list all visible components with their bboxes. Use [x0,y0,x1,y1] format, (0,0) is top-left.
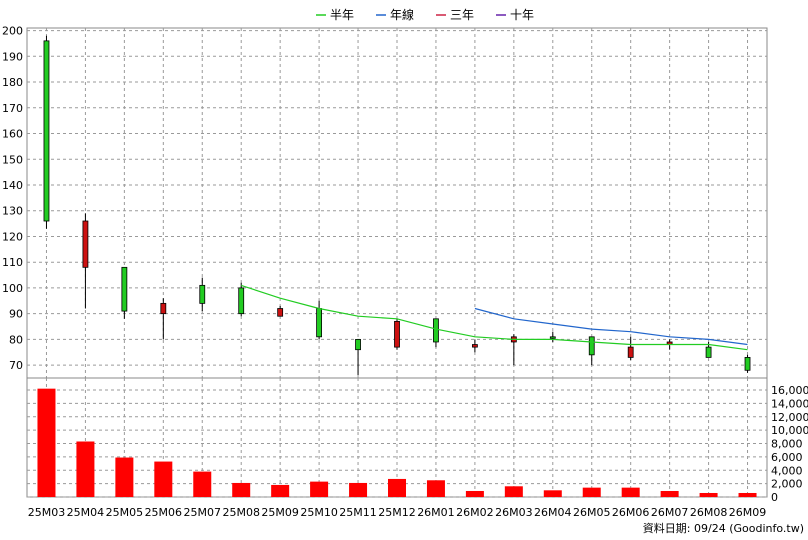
volume-bar [738,492,757,497]
candle-body [471,344,478,348]
volume-tick-label: 4,000 [771,464,803,477]
price-tick-label: 190 [2,50,23,63]
volume-bar [115,457,134,497]
candle-body [744,357,751,371]
x-tick-label: 25M08 [222,506,260,519]
volume-bar [465,490,484,497]
volume-bar [349,482,368,497]
x-tick-label: 26M06 [612,506,650,519]
candle-body [549,336,556,339]
volume-bar [388,478,406,497]
x-tick-label: 25M03 [28,506,66,519]
candle-body [82,220,89,268]
price-tick-label: 100 [2,282,23,295]
x-tick-label: 25M06 [145,506,183,519]
x-tick-label: 26M08 [690,506,728,519]
x-tick-label: 25M10 [300,506,338,519]
volume-tick-label: 12,000 [771,411,808,424]
price-tick-label: 180 [2,76,23,89]
candle-body [433,318,439,343]
volume-bar [310,481,329,497]
volume-bar [660,490,679,497]
x-tick-label: 26M02 [456,506,494,519]
candle-body [199,284,206,304]
legend-label: 年線 [390,7,414,22]
volume-bar [543,490,562,497]
volume-panel: 02,0004,0006,0008,00010,00012,00014,0001… [26,377,808,504]
volume-tick-label: 14,000 [771,397,808,410]
x-tick-label: 25M04 [67,506,105,519]
volume-bar [271,484,290,497]
price-tick-label: 130 [2,205,23,218]
candle-body [121,266,128,312]
volume-tick-label: 0 [771,491,778,504]
price-tick-label: 110 [2,256,23,269]
x-axis: 25M03 25M04 25M05 25M06 25M07 25M08 25M09 25M10… [28,506,767,519]
candle-body [277,308,284,317]
volume-bar [621,487,640,497]
price-tick-label: 120 [2,230,23,243]
price-panel: 70 80 90 100 110 120 130 140 150 160 170 180 190 200 [2,25,768,379]
x-tick-label: 26M09 [729,506,767,519]
price-tick-label: 90 [9,308,23,321]
x-tick-label: 26M03 [495,506,533,519]
price-tick-label: 160 [2,128,23,141]
x-tick-label: 25M09 [261,506,299,519]
legend-label: 三年 [450,8,474,22]
moving-average-line [474,307,748,346]
x-tick-label: 25M07 [184,506,222,519]
price-tick-label: 200 [2,25,23,38]
volume-bar [504,486,523,497]
legend-label: 十年 [510,8,534,22]
x-tick-label: 26M04 [534,506,572,519]
candle-body [627,346,634,358]
candle-body [43,40,50,222]
x-tick-label: 25M05 [106,506,144,519]
price-tick-label: 140 [2,179,23,192]
x-tick-label: 26M07 [651,506,689,519]
legend: 半年 年線 三年 十年 [316,7,534,22]
data-date-footer: 資料日期: 09/24 (Goodinfo.tw) [643,521,804,535]
volume-tick-label: 2,000 [771,478,803,491]
candle-body [588,336,595,356]
x-tick-label: 25M11 [339,506,377,519]
price-tick-label: 80 [9,333,23,346]
moving-average-line [241,284,748,351]
price-tick-label: 70 [9,359,23,372]
candle-body [355,338,361,351]
volume-bar [426,480,445,497]
volume-tick-label: 10,000 [771,424,808,437]
volume-tick-label: 16,000 [771,384,808,397]
legend-label: 半年 [330,8,354,22]
volume-bar [699,492,718,497]
price-tick-label: 170 [2,102,23,115]
candle-body [394,320,400,348]
volume-bar [193,471,212,497]
candle-body [316,308,323,338]
volume-bar [582,487,601,497]
volume-bar [154,461,173,497]
x-tick-label: 25M12 [378,506,416,519]
x-tick-label: 26M05 [573,506,611,519]
volume-bar [76,441,95,497]
candle-body [238,287,245,315]
candle-body [705,346,712,358]
price-tick-label: 150 [2,153,23,166]
volume-tick-label: 8,000 [771,438,803,451]
volume-bar [37,388,56,497]
volume-tick-label: 6,000 [771,451,803,464]
candle-body [160,302,167,315]
x-tick-label: 26M01 [417,506,455,519]
volume-bar [232,482,251,497]
